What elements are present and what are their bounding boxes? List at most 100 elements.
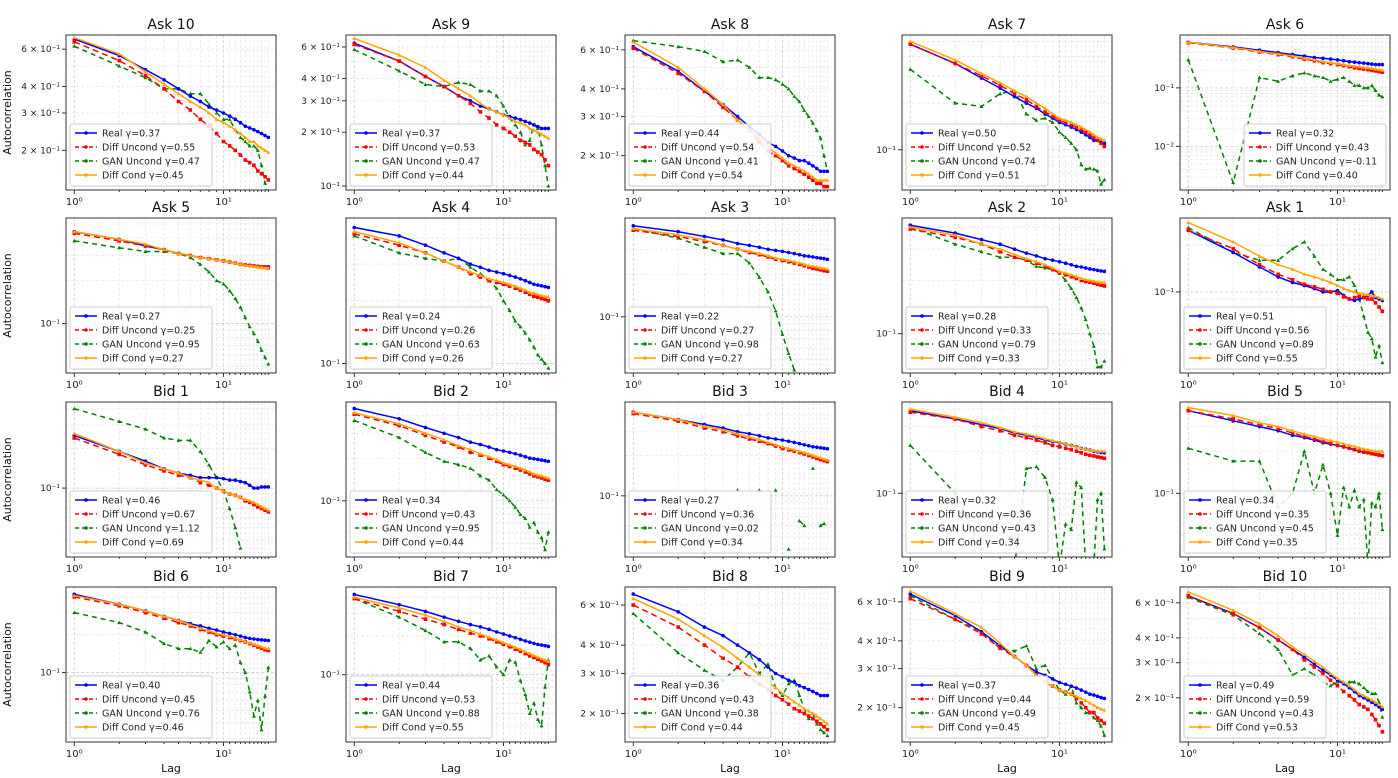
data-point	[501, 632, 506, 636]
data-point	[1347, 693, 1352, 698]
x-axis-label: Lag	[441, 762, 461, 774]
data-point	[352, 592, 357, 597]
legend-box	[628, 306, 772, 370]
y-tick-label: 2 × 10⁻¹	[301, 128, 340, 138]
data-point	[546, 295, 551, 299]
data-point	[543, 643, 547, 648]
data-point	[1302, 449, 1307, 453]
data-point	[1276, 426, 1280, 431]
data-point	[1024, 251, 1029, 255]
data-point	[468, 646, 473, 650]
data-point	[478, 273, 483, 277]
legend-item: GAN Uncond γ=0.38	[634, 709, 759, 720]
data-point	[1079, 276, 1084, 280]
legend-label: GAN Uncond γ=0.89	[1216, 340, 1314, 351]
data-point	[478, 89, 483, 93]
x-axis-label: Lag	[720, 762, 740, 774]
data-point	[1099, 724, 1104, 728]
legend-marker	[1198, 356, 1202, 360]
data-point	[397, 240, 402, 245]
data-point	[494, 280, 499, 285]
plot-area	[352, 592, 551, 729]
data-point	[998, 249, 1002, 254]
subplot-title: Ask 8	[711, 17, 749, 33]
data-point	[494, 286, 499, 290]
data-point	[536, 474, 540, 479]
data-point	[527, 337, 532, 342]
data-point	[1302, 432, 1307, 436]
data-point	[1373, 691, 1378, 696]
legend-marker	[84, 342, 88, 346]
y-axis-label: Autocorrelation	[1, 253, 14, 338]
data-point	[468, 271, 473, 276]
data-point	[1302, 655, 1307, 659]
data-point	[1380, 62, 1385, 67]
legend-label: Diff Uncond γ=0.44	[938, 695, 1031, 706]
data-point	[1102, 449, 1107, 453]
data-point	[735, 431, 740, 436]
data-point	[266, 150, 271, 155]
legend-item: GAN Uncond γ=0.49	[911, 709, 1036, 720]
data-point	[247, 263, 252, 268]
data-point	[143, 242, 148, 246]
data-point	[1034, 264, 1039, 268]
data-point	[487, 454, 492, 459]
data-point	[397, 69, 402, 73]
legend-label: Real γ=0.44	[661, 129, 719, 140]
legend-label: Real γ=0.27	[102, 312, 160, 323]
data-point	[1370, 62, 1374, 66]
legend-marker	[920, 683, 924, 687]
data-point	[786, 153, 791, 158]
data-point	[188, 438, 193, 442]
data-point	[810, 453, 815, 457]
data-point	[259, 504, 264, 509]
legend-item: GAN Uncond γ=0.47	[355, 157, 480, 168]
legend-marker	[920, 342, 924, 346]
data-point	[243, 135, 248, 139]
data-point	[1074, 686, 1079, 690]
data-point	[227, 631, 232, 636]
data-point	[188, 253, 193, 258]
data-point	[802, 262, 807, 266]
data-point	[507, 450, 512, 455]
data-point	[207, 105, 211, 109]
legend-item: GAN Uncond γ=0.88	[355, 709, 480, 720]
data-point	[818, 693, 823, 698]
data-point	[518, 117, 523, 122]
axes-frame	[624, 586, 836, 743]
data-point	[233, 127, 238, 132]
data-point	[811, 178, 815, 182]
legend-box	[349, 490, 493, 554]
data-point	[1084, 564, 1088, 568]
legend-marker	[920, 526, 924, 530]
data-point	[247, 160, 252, 165]
data-point	[1341, 689, 1346, 694]
data-point	[442, 459, 447, 463]
data-point	[532, 294, 536, 299]
x-tick-label: 10⁰	[66, 749, 83, 760]
legend-marker	[643, 159, 647, 163]
data-point	[1087, 700, 1092, 705]
data-point	[1186, 57, 1191, 62]
data-point	[535, 352, 540, 357]
data-point	[1083, 127, 1088, 132]
data-point	[822, 521, 827, 526]
legend-label: Real γ=0.32	[1276, 129, 1334, 140]
data-point	[543, 284, 547, 289]
data-point	[1231, 417, 1235, 421]
legend-label: Diff Cond γ=0.27	[102, 354, 184, 365]
series-diff-uncond	[908, 42, 1107, 149]
data-point	[263, 645, 268, 650]
data-point	[513, 284, 518, 288]
data-point	[518, 453, 523, 458]
data-point	[1341, 445, 1346, 449]
data-point	[747, 249, 752, 253]
legend-box	[349, 306, 493, 370]
data-point	[501, 104, 506, 108]
data-point	[456, 619, 461, 624]
data-point	[1063, 261, 1068, 266]
x-tick-label: 10¹	[495, 380, 512, 391]
data-point	[1102, 708, 1107, 712]
data-point	[1361, 65, 1366, 69]
